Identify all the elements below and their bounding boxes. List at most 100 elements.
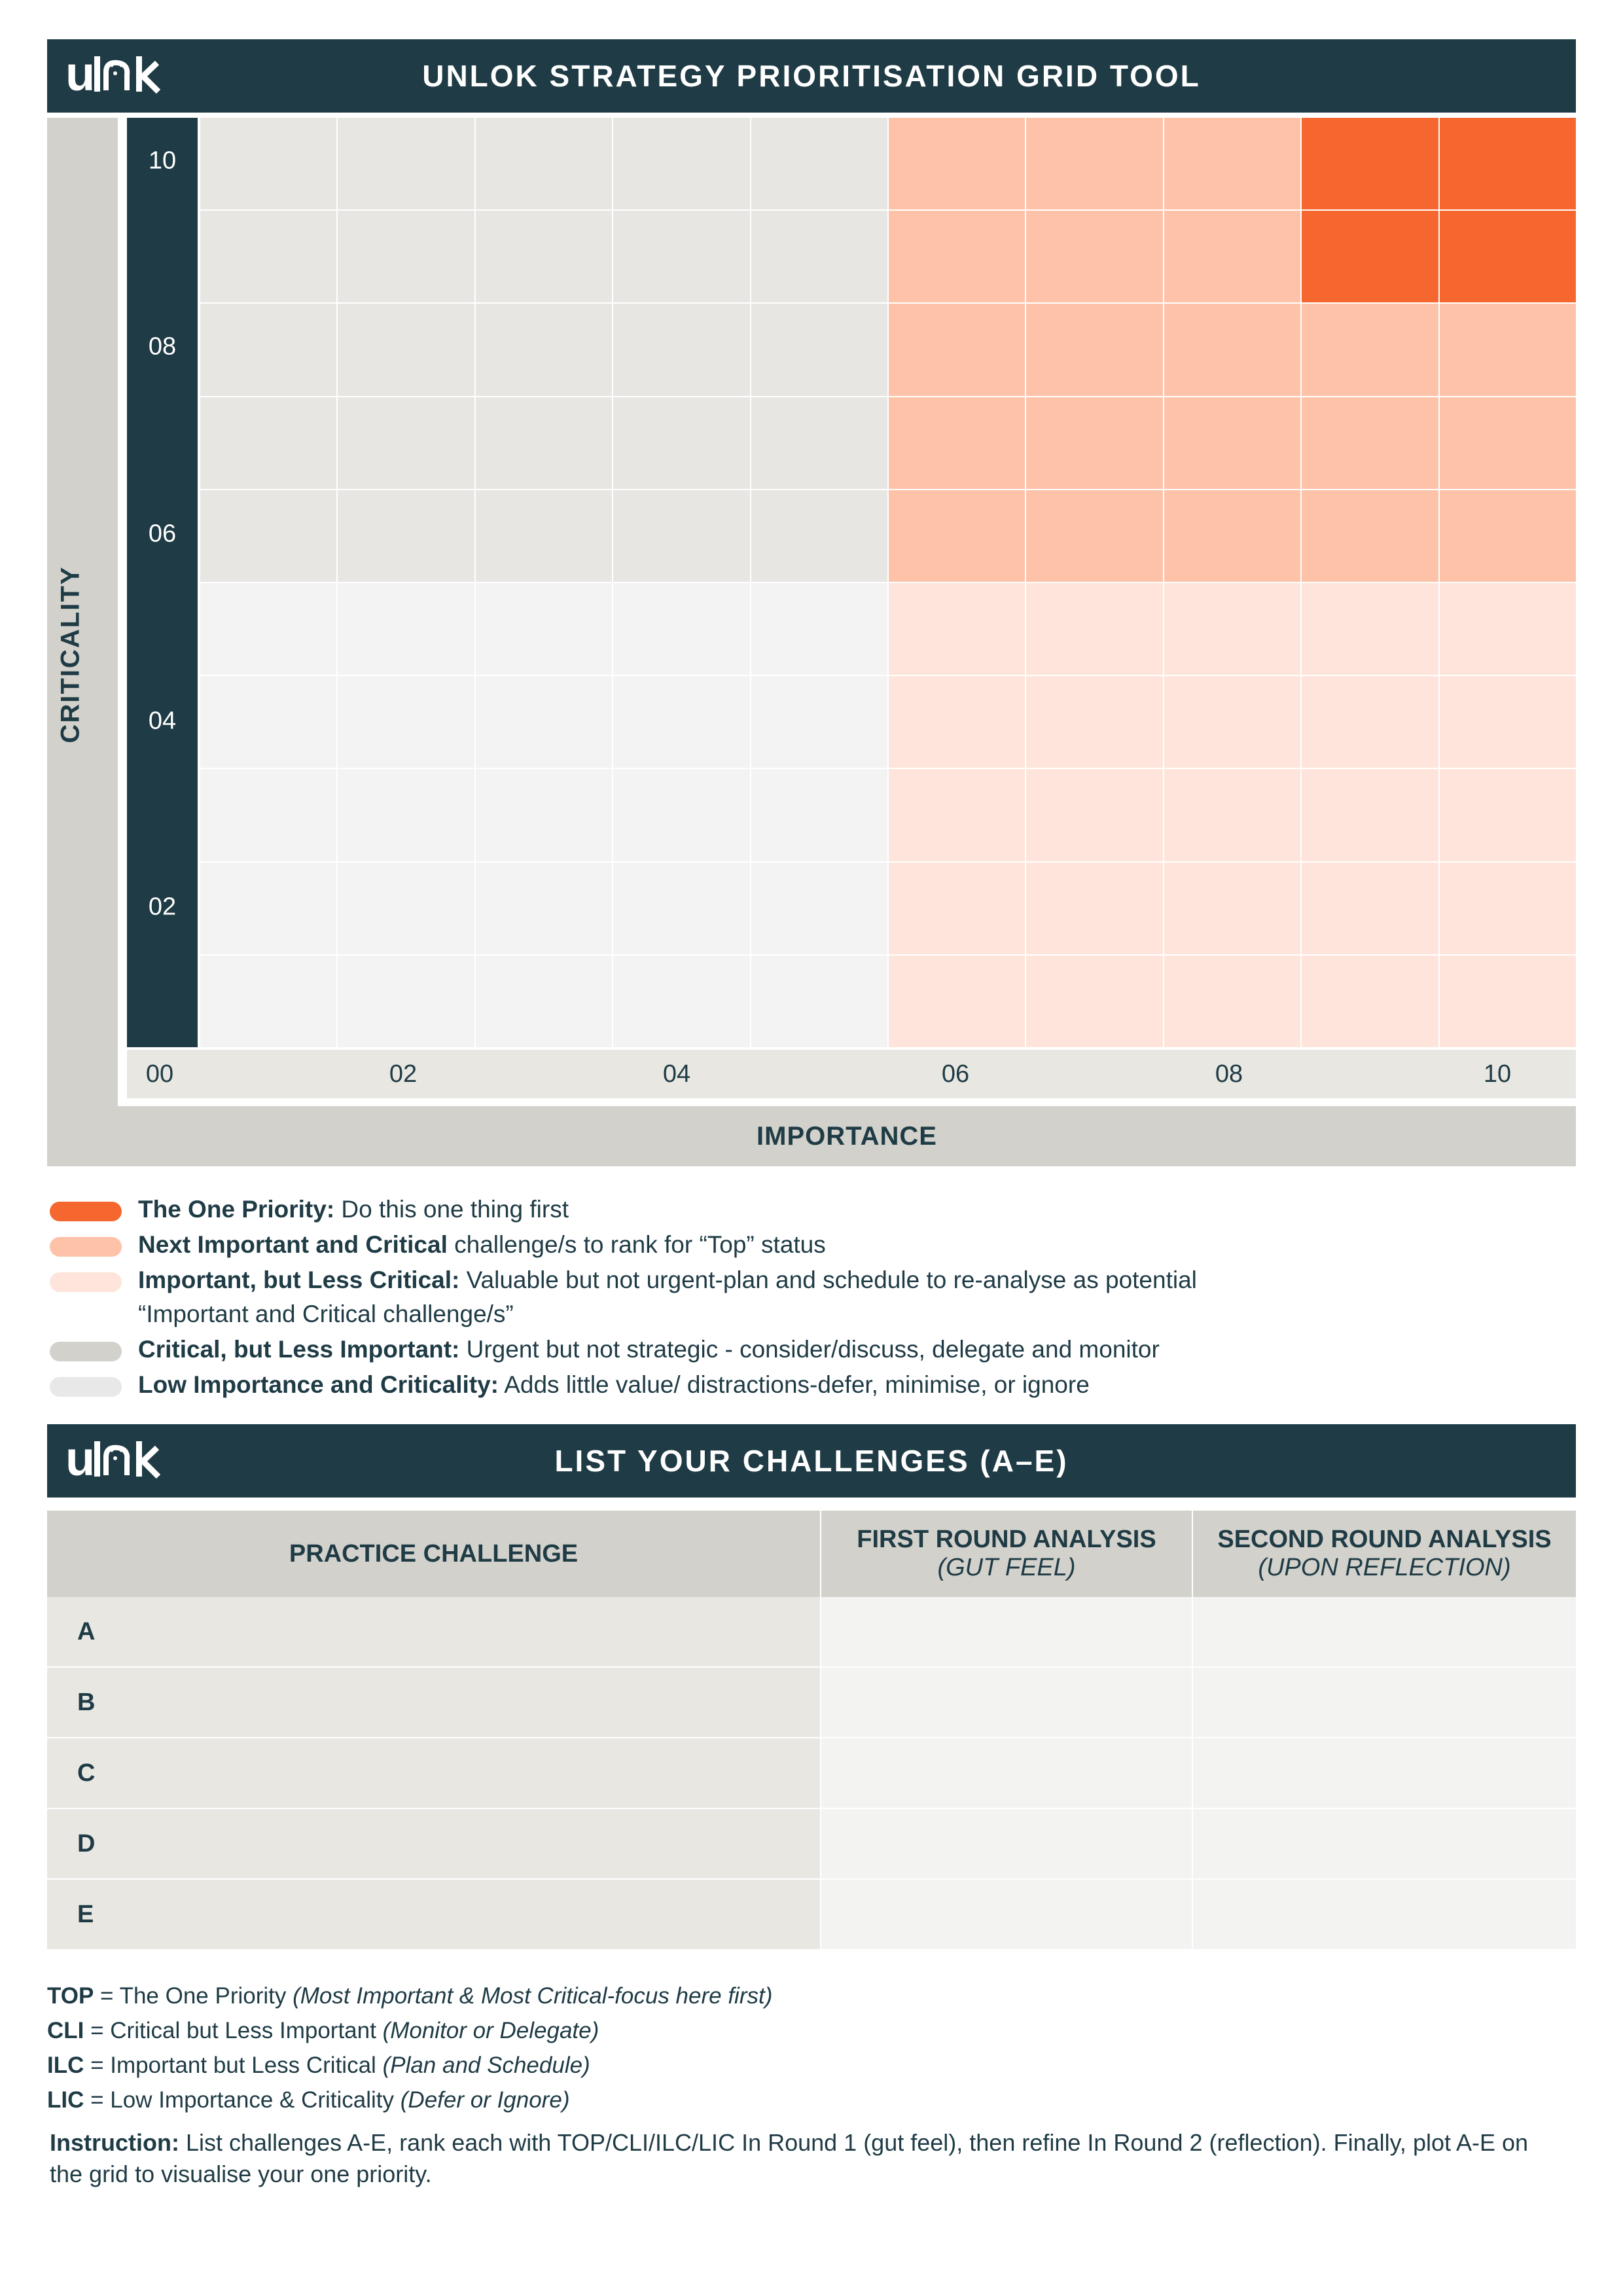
second-round-cell-d[interactable] (1192, 1808, 1576, 1880)
grid-cell-low[interactable] (475, 676, 613, 768)
second-round-cell-e[interactable] (1192, 1879, 1576, 1950)
challenge-label-c[interactable]: C (47, 1738, 821, 1809)
grid-cell-next-important-critical[interactable] (1164, 397, 1301, 489)
grid-cell-critical-less-important[interactable] (751, 211, 887, 303)
grid-cell-next-important-critical[interactable] (888, 211, 1026, 303)
grid-cell-next-important-critical[interactable] (1164, 211, 1301, 303)
grid-cell-critical-less-important[interactable] (475, 118, 613, 210)
grid-cell-next-important-critical[interactable] (1439, 397, 1576, 489)
grid-cell-next-important-critical[interactable] (1302, 397, 1438, 489)
grid-cell-important-less-critical[interactable] (888, 955, 1026, 1047)
grid-cell-low[interactable] (338, 583, 474, 675)
grid-cell-next-important-critical[interactable] (1026, 397, 1163, 489)
grid-cell-one-priority[interactable] (1302, 118, 1438, 210)
grid-cell-low[interactable] (613, 955, 750, 1047)
grid-cell-critical-less-important[interactable] (475, 397, 613, 489)
grid-cell-critical-less-important[interactable] (338, 304, 474, 396)
second-round-cell-c[interactable] (1192, 1738, 1576, 1809)
grid-cell-important-less-critical[interactable] (1164, 862, 1301, 954)
grid-cell-critical-less-important[interactable] (338, 397, 474, 489)
challenge-label-e[interactable]: E (47, 1879, 821, 1950)
grid-cell-critical-less-important[interactable] (613, 490, 750, 582)
grid-cell-next-important-critical[interactable] (888, 490, 1026, 582)
grid-cell-critical-less-important[interactable] (613, 304, 750, 396)
first-round-cell-d[interactable] (821, 1808, 1193, 1880)
grid-cell-important-less-critical[interactable] (1302, 583, 1438, 675)
grid-cell-low[interactable] (200, 676, 337, 768)
grid-cell-critical-less-important[interactable] (475, 304, 613, 396)
first-round-cell-c[interactable] (821, 1738, 1193, 1809)
grid-cell-low[interactable] (475, 583, 613, 675)
grid-cell-next-important-critical[interactable] (1439, 304, 1576, 396)
first-round-cell-b[interactable] (821, 1667, 1193, 1738)
grid-cell-critical-less-important[interactable] (751, 397, 887, 489)
grid-cell-low[interactable] (338, 676, 474, 768)
first-round-cell-e[interactable] (821, 1879, 1193, 1950)
grid-cell-critical-less-important[interactable] (200, 118, 337, 210)
grid-cell-critical-less-important[interactable] (751, 490, 887, 582)
grid-cell-low[interactable] (475, 955, 613, 1047)
grid-cell-next-important-critical[interactable] (1164, 118, 1301, 210)
grid-cell-critical-less-important[interactable] (200, 490, 337, 582)
grid-cell-low[interactable] (751, 676, 887, 768)
grid-cell-important-less-critical[interactable] (1164, 955, 1301, 1047)
grid-cell-critical-less-important[interactable] (338, 490, 474, 582)
grid-cell-important-less-critical[interactable] (1164, 769, 1301, 861)
grid-cell-important-less-critical[interactable] (888, 769, 1026, 861)
grid-cell-important-less-critical[interactable] (888, 862, 1026, 954)
prioritisation-grid[interactable] (200, 118, 1576, 1047)
grid-cell-next-important-critical[interactable] (888, 397, 1026, 489)
grid-cell-important-less-critical[interactable] (888, 676, 1026, 768)
grid-cell-important-less-critical[interactable] (1026, 676, 1163, 768)
grid-cell-next-important-critical[interactable] (1302, 304, 1438, 396)
grid-cell-low[interactable] (751, 862, 887, 954)
grid-cell-important-less-critical[interactable] (1164, 583, 1301, 675)
grid-cell-important-less-critical[interactable] (888, 583, 1026, 675)
grid-cell-next-important-critical[interactable] (888, 304, 1026, 396)
grid-cell-important-less-critical[interactable] (1439, 676, 1576, 768)
grid-cell-low[interactable] (200, 955, 337, 1047)
grid-cell-low[interactable] (613, 583, 750, 675)
grid-cell-important-less-critical[interactable] (1302, 676, 1438, 768)
second-round-cell-a[interactable] (1192, 1597, 1576, 1668)
grid-cell-low[interactable] (475, 862, 613, 954)
grid-cell-important-less-critical[interactable] (1439, 769, 1576, 861)
grid-cell-important-less-critical[interactable] (1302, 862, 1438, 954)
challenge-label-d[interactable]: D (47, 1808, 821, 1880)
challenge-label-b[interactable]: B (47, 1667, 821, 1738)
grid-cell-low[interactable] (751, 583, 887, 675)
grid-cell-next-important-critical[interactable] (1026, 490, 1163, 582)
grid-cell-important-less-critical[interactable] (1164, 676, 1301, 768)
grid-cell-low[interactable] (613, 769, 750, 861)
grid-cell-low[interactable] (338, 769, 474, 861)
grid-cell-low[interactable] (338, 955, 474, 1047)
grid-cell-low[interactable] (200, 862, 337, 954)
grid-cell-next-important-critical[interactable] (1026, 118, 1163, 210)
grid-cell-next-important-critical[interactable] (888, 118, 1026, 210)
grid-cell-critical-less-important[interactable] (475, 211, 613, 303)
grid-cell-one-priority[interactable] (1439, 211, 1576, 303)
grid-cell-important-less-critical[interactable] (1026, 862, 1163, 954)
grid-cell-low[interactable] (613, 676, 750, 768)
grid-cell-low[interactable] (200, 769, 337, 861)
grid-cell-important-less-critical[interactable] (1302, 769, 1438, 861)
grid-cell-critical-less-important[interactable] (751, 118, 887, 210)
grid-cell-low[interactable] (200, 583, 337, 675)
grid-cell-low[interactable] (338, 862, 474, 954)
grid-cell-important-less-critical[interactable] (1439, 862, 1576, 954)
grid-cell-next-important-critical[interactable] (1439, 490, 1576, 582)
grid-cell-important-less-critical[interactable] (1439, 955, 1576, 1047)
grid-cell-low[interactable] (613, 862, 750, 954)
grid-cell-critical-less-important[interactable] (338, 211, 474, 303)
grid-cell-critical-less-important[interactable] (200, 211, 337, 303)
first-round-cell-a[interactable] (821, 1597, 1193, 1668)
grid-cell-critical-less-important[interactable] (613, 211, 750, 303)
grid-cell-critical-less-important[interactable] (200, 397, 337, 489)
second-round-cell-b[interactable] (1192, 1667, 1576, 1738)
grid-cell-critical-less-important[interactable] (613, 397, 750, 489)
grid-cell-important-less-critical[interactable] (1439, 583, 1576, 675)
grid-cell-next-important-critical[interactable] (1026, 211, 1163, 303)
grid-cell-critical-less-important[interactable] (613, 118, 750, 210)
grid-cell-critical-less-important[interactable] (200, 304, 337, 396)
grid-cell-next-important-critical[interactable] (1164, 304, 1301, 396)
